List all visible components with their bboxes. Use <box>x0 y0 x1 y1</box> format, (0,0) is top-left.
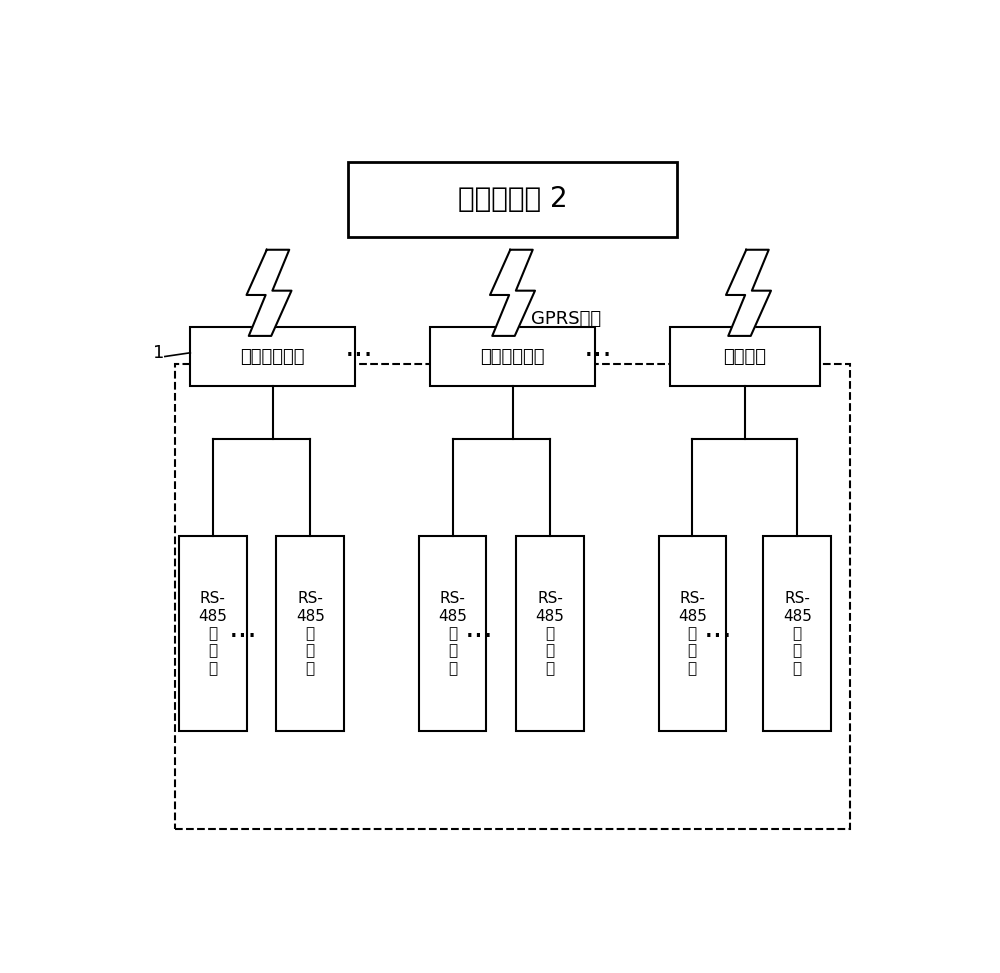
Bar <box>190 327 355 386</box>
Polygon shape <box>247 250 291 336</box>
Bar <box>175 364 850 829</box>
Text: RS-
485
电
能
表: RS- 485 电 能 表 <box>783 592 812 676</box>
Text: 专变终端: 专变终端 <box>723 347 766 366</box>
Bar <box>276 536 344 731</box>
Text: ···: ··· <box>344 342 373 371</box>
Bar <box>348 162 677 236</box>
Text: RS-
485
电
能
表: RS- 485 电 能 表 <box>678 592 707 676</box>
Text: ···: ··· <box>464 623 493 652</box>
Text: 1: 1 <box>153 343 165 362</box>
Text: 集中抄表终端: 集中抄表终端 <box>480 347 545 366</box>
Text: ···: ··· <box>704 623 733 652</box>
Text: GPRS网络: GPRS网络 <box>531 310 601 328</box>
Polygon shape <box>490 250 535 336</box>
Bar <box>179 536 247 731</box>
Text: RS-
485
电
能
表: RS- 485 电 能 表 <box>198 592 227 676</box>
Text: RS-
485
电
能
表: RS- 485 电 能 表 <box>536 592 564 676</box>
Text: 集中抄表终端: 集中抄表终端 <box>241 347 305 366</box>
Bar <box>430 327 595 386</box>
Text: ···: ··· <box>584 342 613 371</box>
Text: ···: ··· <box>228 623 257 652</box>
Bar <box>763 536 831 731</box>
Polygon shape <box>726 250 771 336</box>
Text: RS-
485
电
能
表: RS- 485 电 能 表 <box>296 592 325 676</box>
Text: RS-
485
电
能
表: RS- 485 电 能 表 <box>438 592 467 676</box>
Bar <box>516 536 584 731</box>
Bar <box>419 536 486 731</box>
Text: 通信服务器 2: 通信服务器 2 <box>458 185 567 213</box>
Bar <box>659 536 726 731</box>
Bar <box>670 327 820 386</box>
